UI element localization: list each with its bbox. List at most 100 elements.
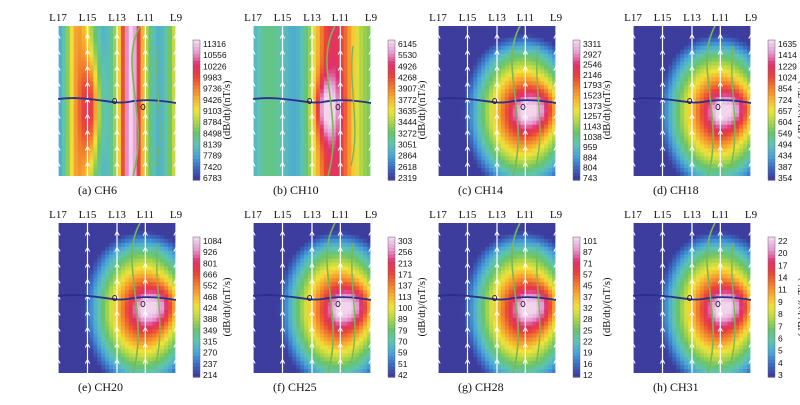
heatmap-cell: [645, 73, 650, 78]
heatmap-cell: [101, 77, 106, 82]
heatmap-cell: [532, 85, 537, 90]
heatmap-cell: [696, 50, 701, 55]
heatmap-cell: [521, 62, 526, 67]
heatmap-cell: [125, 160, 130, 165]
heatmap-cell: [469, 101, 474, 106]
heatmap-cell: [680, 54, 685, 59]
heatmap-cell: [97, 65, 102, 70]
heatmap-cell: [540, 156, 545, 161]
heatmap-cell: [164, 85, 169, 90]
heatmap-cell: [735, 172, 740, 177]
colorbar-segment: [768, 61, 775, 65]
heatmap-cell: [117, 121, 122, 126]
heatmap-cell: [66, 81, 71, 86]
heatmap-cell: [304, 156, 309, 161]
heatmap-cell: [509, 117, 514, 122]
heatmap-cell: [641, 152, 646, 157]
heatmap-cell: [731, 34, 736, 39]
heatmap-cell: [332, 46, 337, 51]
colorbar-segment: [193, 156, 200, 160]
heatmap-cell: [657, 172, 662, 177]
colorbar-segment: [768, 93, 775, 97]
heatmap-cell: [277, 152, 282, 157]
heatmap-cell: [544, 73, 549, 78]
heatmap-cell: [277, 125, 282, 130]
heatmap-cell: [668, 164, 673, 169]
heatmap-cell: [739, 140, 744, 145]
heatmap-cell: [133, 144, 138, 149]
heatmap-cell: [727, 129, 732, 134]
heatmap-cell: [269, 81, 274, 86]
heatmap-cell: [273, 50, 278, 55]
heatmap-cell: [513, 148, 518, 153]
line-label: L11: [517, 12, 534, 24]
heatmap-cell: [438, 62, 443, 67]
heatmap-cell: [704, 113, 709, 118]
heatmap-cell: [505, 125, 510, 130]
heatmap-cell: [743, 85, 748, 90]
heatmap-cell: [672, 109, 677, 114]
colorbar-segment: [388, 86, 395, 90]
heatmap-cell: [58, 73, 63, 78]
heatmap-cell: [121, 54, 126, 59]
heatmap-cell: [653, 168, 658, 173]
heatmap-cell: [485, 50, 490, 55]
heatmap-cell: [359, 156, 364, 161]
heatmap-cell: [347, 69, 352, 74]
heatmap-cell: [454, 93, 459, 98]
heatmap-cell: [477, 144, 482, 149]
heatmap-cell: [544, 144, 549, 149]
heatmap-cell: [78, 113, 83, 118]
heatmap-cell: [657, 81, 662, 86]
heatmap-cell: [649, 125, 654, 130]
colorbar-segment: [388, 159, 395, 163]
heatmap-cell: [328, 133, 333, 138]
colorbar-segment: [193, 110, 200, 114]
heatmap-cell: [273, 89, 278, 94]
heatmap-cell: [684, 73, 689, 78]
heatmap-cell: [633, 73, 638, 78]
heatmap-cell: [109, 34, 114, 39]
heatmap-cell: [743, 137, 748, 142]
heatmap-cell: [735, 69, 740, 74]
heatmap-cell: [300, 26, 305, 31]
heatmap-cell: [156, 168, 161, 173]
heatmap-cell: [332, 101, 337, 106]
heatmap-cell: [438, 58, 443, 63]
heatmap-cell: [708, 58, 713, 63]
heatmap-cell: [332, 50, 337, 55]
heatmap-cell: [544, 172, 549, 177]
heatmap-cell: [296, 144, 301, 149]
heatmap-cell: [148, 148, 153, 153]
heatmap-cell: [125, 42, 130, 47]
heatmap-cell: [743, 172, 748, 177]
heatmap-cell: [316, 62, 321, 67]
heatmap-cell: [93, 125, 98, 130]
heatmap-cell: [316, 148, 321, 153]
heatmap-cell: [117, 38, 122, 43]
heatmap-cell: [649, 172, 654, 177]
heatmap-cell: [152, 89, 157, 94]
heatmap-cell: [458, 93, 463, 98]
heatmap-cell: [160, 69, 165, 74]
heatmap-cell: [261, 42, 266, 47]
heatmap-cell: [473, 129, 478, 134]
heatmap-cell: [300, 93, 305, 98]
heatmap-cell: [133, 65, 138, 70]
heatmap-cell: [712, 54, 717, 59]
heatmap-cell: [684, 168, 689, 173]
heatmap-cell: [454, 50, 459, 55]
heatmap-cell: [160, 148, 165, 153]
heatmap-cell: [156, 42, 161, 47]
colorbar-segment: [573, 170, 580, 174]
heatmap-cell: [637, 117, 642, 122]
heatmap-cell: [649, 58, 654, 63]
heatmap-cell: [101, 62, 106, 67]
heatmap-cell: [485, 38, 490, 43]
colorbar-segment: [768, 51, 775, 55]
heatmap-cell: [355, 152, 360, 157]
heatmap-cell: [66, 62, 71, 67]
heatmap-cell: [74, 58, 79, 63]
heatmap-cell: [253, 156, 258, 161]
